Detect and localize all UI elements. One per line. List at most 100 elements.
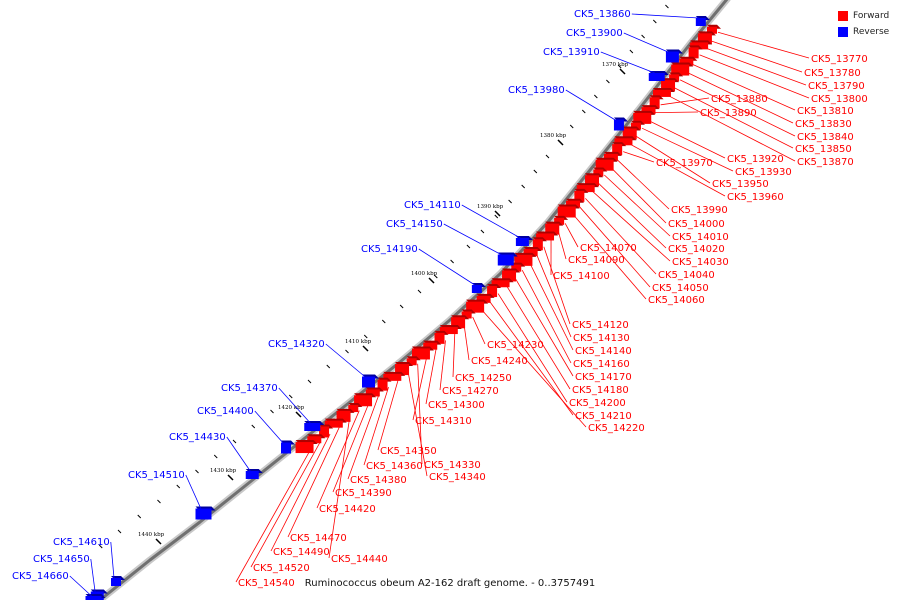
gene-block (641, 107, 656, 115)
gene-block (304, 423, 321, 431)
kbp-tick (362, 345, 369, 352)
gene-connector (363, 387, 389, 466)
gene-connector (185, 474, 202, 511)
gene-label-forward: CK5_13840 (797, 132, 854, 143)
gene-block (245, 471, 259, 479)
gene-label-forward: CK5_14310 (415, 416, 472, 427)
tick-mark (363, 334, 368, 339)
tick-mark (521, 184, 526, 189)
gene-block (603, 153, 618, 161)
gene-label-forward: CK5_14040 (658, 270, 715, 281)
gene-connector (407, 371, 428, 477)
gene-label-reverse: CK5_14610 (53, 537, 110, 548)
gene-connector (679, 79, 796, 137)
gene-block (195, 508, 212, 520)
gene-connector (497, 293, 568, 403)
gene-label-forward: CK5_14020 (668, 244, 725, 255)
gene-label-forward: CK5_14380 (350, 475, 407, 486)
gene-connector (699, 54, 810, 99)
gene-connector (629, 143, 726, 197)
gene-connector (578, 205, 651, 288)
gene-label-reverse: CK5_13860 (574, 9, 631, 20)
gene-block (377, 379, 388, 391)
tick-mark (593, 94, 598, 99)
gene-connector (641, 127, 734, 172)
gene-label-forward: CK5_13850 (795, 144, 852, 155)
tick-mark (176, 484, 181, 489)
gene-block (319, 426, 330, 438)
tick-mark (641, 34, 645, 39)
kbp-scale-label: 1390 kbp (477, 204, 504, 210)
gene-connector (543, 246, 571, 325)
gene-block (566, 200, 581, 208)
gene-connector (325, 343, 367, 379)
gene-connector (439, 340, 446, 391)
gene-connector (110, 541, 115, 579)
gene-block (476, 295, 491, 303)
gene-connector (635, 135, 711, 184)
gene-connector (443, 223, 504, 257)
gene-block (111, 578, 121, 586)
gene-connector (250, 441, 321, 568)
gene-label-forward: CK5_14180 (572, 385, 629, 396)
gene-connector (604, 174, 671, 237)
gene-label-forward: CK5_14340 (429, 472, 486, 483)
tick-mark (213, 454, 218, 459)
gene-connector (564, 223, 579, 248)
gene-label-forward: CK5_14170 (575, 372, 632, 383)
gene-label-forward: CK5_14270 (442, 386, 499, 397)
tick-mark (652, 19, 657, 24)
gene-connector (472, 316, 486, 345)
gene-label-forward: CK5_14250 (455, 373, 512, 384)
tick-mark (629, 49, 634, 54)
kbp-tick (619, 68, 626, 75)
tick-mark (480, 229, 485, 234)
gene-connector (452, 332, 456, 378)
gene-label-forward: CK5_14330 (424, 460, 481, 471)
legend-label-forward: Forward (853, 11, 890, 21)
gene-label-forward: CK5_14300 (428, 400, 485, 411)
gene-label-forward: CK5_14540 (238, 578, 295, 589)
gene-block (652, 89, 671, 97)
gene-block (354, 395, 373, 407)
tick-mark (251, 424, 256, 429)
gene-block (690, 42, 709, 50)
tick-mark (545, 154, 550, 159)
gene-connector (480, 308, 587, 428)
kbp-scale-label: 1410 kbp (345, 339, 372, 345)
gene-label-forward: CK5_13810 (797, 106, 854, 117)
gene-block (324, 420, 343, 428)
gene-block (511, 264, 522, 272)
tick-mark (450, 259, 454, 264)
gene-block (336, 410, 351, 422)
gene-label-forward: CK5_14220 (588, 423, 645, 434)
gene-block (451, 317, 466, 329)
gene-connector (648, 120, 726, 159)
legend-item-forward: Forward (838, 9, 900, 23)
gene-block (536, 233, 555, 241)
forward-swatch-icon (838, 11, 848, 21)
gene-block (613, 119, 624, 131)
gene-label-forward: CK5_14090 (568, 255, 625, 266)
gene-label-forward: CK5_13770 (811, 54, 868, 65)
gene-connector (90, 558, 96, 594)
gene-block (595, 159, 614, 171)
gene-block (502, 270, 517, 282)
gene-label-forward: CK5_14230 (487, 340, 544, 351)
kbp-scale-label: 1400 kbp (411, 271, 438, 277)
gene-block (630, 122, 641, 130)
tick-mark (665, 4, 669, 9)
gene-block (661, 80, 676, 92)
gene-label-forward: CK5_13950 (712, 179, 769, 190)
gene-label-forward: CK5_14050 (652, 283, 709, 294)
gene-label-forward: CK5_14130 (573, 333, 630, 344)
gene-block (365, 389, 380, 397)
gene-label-forward: CK5_14520 (253, 563, 310, 574)
gene-connector (377, 379, 399, 451)
tick-mark (270, 409, 274, 414)
gene-label-reverse: CK5_14150 (386, 219, 443, 230)
gene-block (585, 175, 600, 187)
gene-label-reverse: CK5_14320 (268, 339, 325, 350)
gene-block (532, 239, 543, 251)
gene-connector (514, 277, 574, 377)
